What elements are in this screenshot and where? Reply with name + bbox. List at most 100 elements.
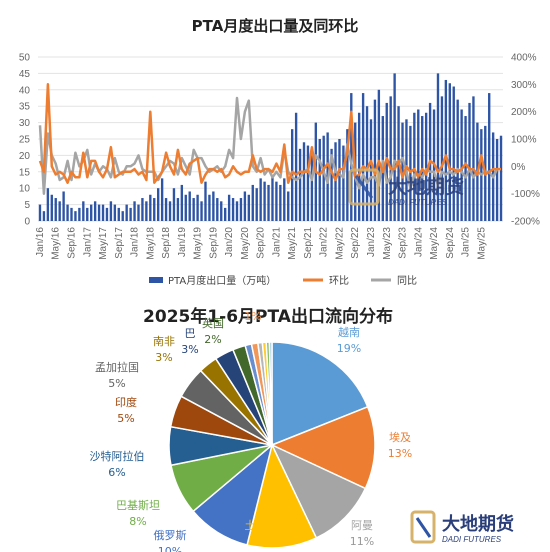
bar [472,96,475,221]
bar [287,191,290,221]
left-tick-label: 40 [19,85,31,96]
bar [70,207,73,221]
right-tick-label: 100% [511,135,537,146]
legend-label-volume: PTA月度出口量（万吨） [168,274,276,287]
pie-label-name: 孟加拉国 [95,360,139,374]
pie-label-value: 3% [181,343,198,356]
bar [50,194,53,221]
pie-label-value: 3% [155,351,172,364]
bar [275,181,278,221]
bar [436,73,440,222]
bar [271,175,274,221]
pie-slice [270,443,367,539]
pie-slice [246,442,318,549]
pie-label-value: 13% [388,447,412,460]
bar [204,181,207,221]
right-tick-label: 400% [511,53,537,64]
bar [365,106,369,221]
pie-chart [168,341,376,549]
pie-label-value: 10% [158,545,182,552]
bar [251,184,254,221]
bar [97,204,101,221]
left-tick-label: 0 [24,217,30,228]
x-tick-label: Jan/25 [461,227,472,257]
bar [350,93,353,221]
right-axis: -200% -100% 0% 100% 200% 300% 400% [511,53,540,228]
bar [440,96,444,221]
bar [157,188,160,221]
bar [346,129,349,221]
bar [125,204,128,221]
bar [54,198,57,221]
bar [101,204,105,221]
x-tick-label: Sep/22 [350,227,361,259]
bar [149,194,152,221]
x-tick-label: Sep/16 [66,227,77,259]
bar [133,201,136,221]
bar [247,194,251,221]
x-tick-label: May/24 [429,227,440,260]
bar [113,204,117,221]
bar [78,207,81,221]
x-axis: Jan/16 May/16 Sep/16 Jan/17 May/17 Sep/17 Jan/… [35,227,487,260]
bar [176,198,180,221]
logo-subtext: DADI FUTURES [388,198,448,207]
bar [306,145,310,221]
bar [86,207,89,221]
bar [373,99,377,221]
logo-mark [354,175,374,199]
left-tick-label: 15 [19,167,31,178]
pie-label-name: 英国 [202,316,224,330]
right-tick-label: -200% [511,217,540,228]
x-tick-label: Jan/22 [319,227,330,257]
x-tick-label: Jan/23 [366,227,377,257]
chart-title: PTA月度出口量及同环比 [192,17,359,35]
bar [153,198,156,221]
pie-label-name: 埃及 [389,430,411,444]
legend: PTA月度出口量（万吨） 环比 同比 [149,274,417,287]
pie-label-value: 5% [117,412,134,425]
left-tick-label: 35 [19,102,31,113]
bar [216,198,219,221]
x-tick-label: Jan/16 [35,227,46,257]
bar [42,211,46,221]
bar [160,178,164,221]
bar [105,207,109,221]
bar [109,201,113,221]
bar [38,204,42,221]
bar [184,194,187,221]
bar [62,191,65,221]
bar [424,112,428,221]
bar [46,188,50,221]
bar [243,191,247,221]
bar [168,201,172,221]
bar [145,201,148,221]
left-tick-label: 50 [19,53,31,64]
logo-mark [415,517,432,538]
pie-label-name: 土耳其 [245,519,278,532]
x-tick-label: Sep/20 [256,227,267,259]
pie-label-name: 沙特阿拉伯 [90,449,145,463]
bar [298,148,302,221]
bar [220,201,223,221]
bar [330,148,333,221]
bar [499,135,503,221]
bar [164,198,168,221]
bar [224,207,227,221]
legend-swatch-volume [149,277,163,283]
x-tick-label: May/17 [98,227,109,260]
bar [129,207,132,221]
right-tick-label: -100% [511,189,540,200]
bar [444,79,448,222]
bar [137,204,140,221]
bar [334,142,337,221]
x-tick-label: May/21 [287,227,298,260]
bar [338,139,341,221]
bar [322,135,325,221]
bar [196,194,199,221]
x-tick-label: May/25 [476,227,487,260]
bar [188,191,191,221]
x-tick-label: May/20 [240,227,251,260]
pie-labels: 越南 19% 埃及 13% 阿曼 11% 土耳其 11% 俄罗斯 10% 巴基斯坦 8% 沙特阿拉伯 6%… [90,310,413,552]
